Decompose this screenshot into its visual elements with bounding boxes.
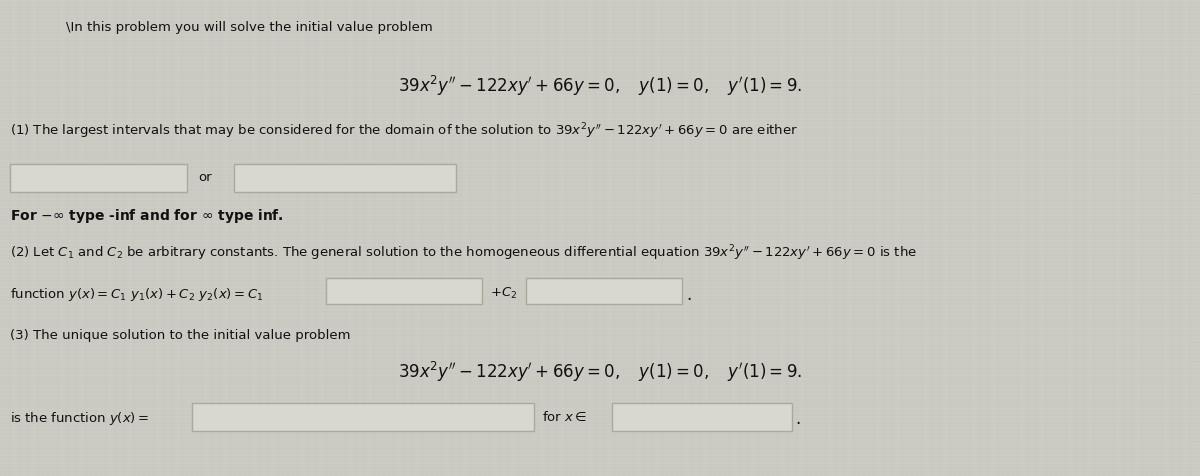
Text: .: .	[686, 286, 691, 304]
Text: .: .	[796, 409, 800, 427]
FancyBboxPatch shape	[326, 278, 482, 305]
Text: \In this problem you will solve the initial value problem: \In this problem you will solve the init…	[66, 21, 433, 34]
FancyBboxPatch shape	[10, 164, 187, 193]
Text: (1) The largest intervals that may be considered for the domain of the solution : (1) The largest intervals that may be co…	[10, 121, 798, 141]
FancyBboxPatch shape	[612, 404, 792, 431]
Text: $39x^2y'' - 122xy' + 66y = 0, \quad y(1) = 0, \quad y'(1) = 9.$: $39x^2y'' - 122xy' + 66y = 0, \quad y(1)…	[398, 74, 802, 98]
Text: or: or	[198, 170, 211, 184]
FancyBboxPatch shape	[192, 404, 534, 431]
Text: is the function $y(x) =$: is the function $y(x) =$	[10, 409, 149, 426]
Text: (3) The unique solution to the initial value problem: (3) The unique solution to the initial v…	[10, 328, 350, 341]
Text: for $x \in$: for $x \in$	[542, 409, 588, 423]
FancyBboxPatch shape	[526, 278, 682, 305]
Text: For $-\infty$ type -inf and for $\infty$ type inf.: For $-\infty$ type -inf and for $\infty$…	[10, 207, 283, 225]
Text: $39x^2y'' - 122xy' + 66y = 0, \quad y(1) = 0, \quad y'(1) = 9.$: $39x^2y'' - 122xy' + 66y = 0, \quad y(1)…	[398, 359, 802, 384]
Text: function $y(x) = C_1 \ y_1(x) + C_2 \ y_2(x) = C_1$: function $y(x) = C_1 \ y_1(x) + C_2 \ y_…	[10, 286, 263, 303]
Text: (2) Let $C_1$ and $C_2$ be arbitrary constants. The general solution to the homo: (2) Let $C_1$ and $C_2$ be arbitrary con…	[10, 243, 917, 262]
Text: $+C_2$: $+C_2$	[490, 286, 517, 301]
FancyBboxPatch shape	[234, 164, 456, 193]
